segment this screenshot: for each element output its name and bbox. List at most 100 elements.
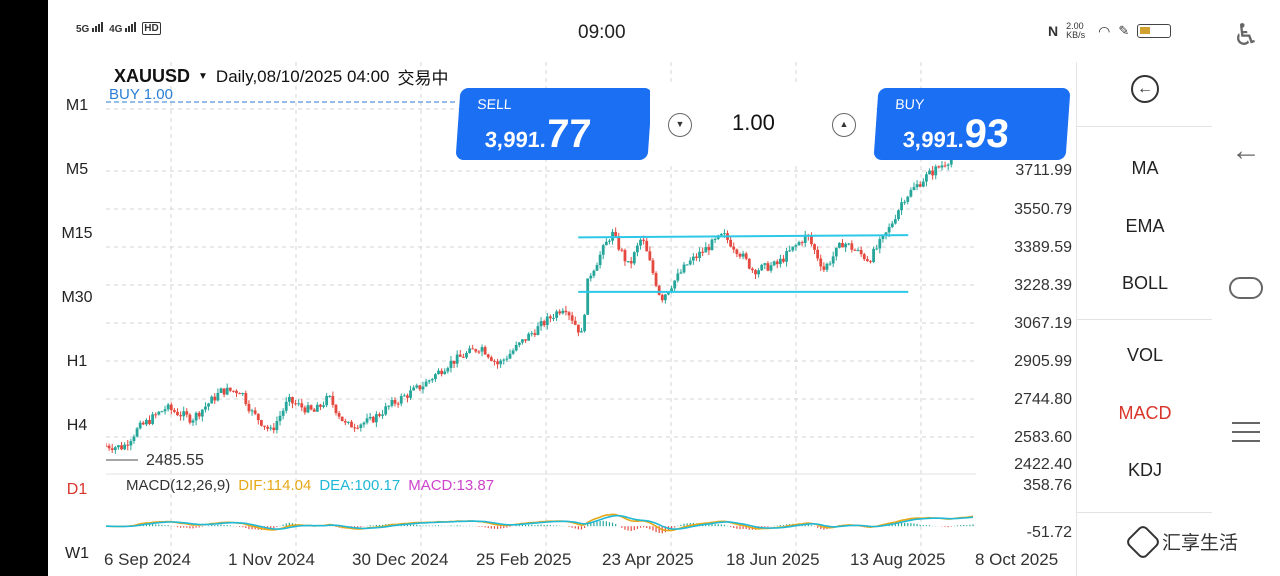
candle-body [909, 189, 913, 197]
buy-button[interactable]: BUY 3,991.93 [873, 88, 1071, 160]
candle-body [629, 261, 633, 264]
candle-body [862, 254, 866, 260]
price-axis-label: 3067.19 [1014, 315, 1072, 332]
candle-body [937, 166, 941, 168]
candle-body [859, 249, 863, 255]
candle-body [390, 399, 394, 406]
sell-button[interactable]: SELL 3,991.77 [455, 88, 653, 160]
timeframe-h4[interactable]: H4 [66, 417, 88, 434]
price-axis-label: 3228.39 [1014, 277, 1072, 294]
candle-body [536, 326, 540, 335]
price-axis-label: 2744.80 [1014, 391, 1072, 408]
arrow-left-circle-icon[interactable]: ← [1131, 75, 1159, 103]
candle-body [315, 404, 319, 412]
candle-body [797, 242, 801, 246]
date-axis-label: 30 Dec 2024 [352, 550, 449, 569]
nfc-icon: N [1048, 23, 1059, 39]
candle-body [312, 409, 316, 412]
candle-body [368, 416, 372, 419]
candle-body [176, 411, 179, 416]
chevron-up-icon[interactable]: ▲ [832, 113, 856, 137]
symbol-selector[interactable]: XAUUSD [114, 66, 191, 86]
candle-body [816, 249, 820, 259]
timeframe-d1[interactable]: D1 [66, 481, 88, 498]
candle-body [570, 315, 574, 321]
indicator-vol[interactable]: VOL [1126, 345, 1164, 365]
candle-body [409, 390, 412, 398]
quantity-value[interactable]: 1.00 [732, 110, 775, 135]
candle-body [443, 371, 447, 375]
candle-body [623, 250, 627, 262]
candle-body [741, 253, 745, 257]
candle-body [213, 396, 217, 401]
candle-body [940, 165, 944, 168]
candle-body [418, 385, 422, 390]
indicator-macd[interactable]: MACD [1118, 403, 1172, 423]
candle-body [586, 278, 590, 315]
timeframe-m1[interactable]: M1 [65, 97, 89, 114]
candle-body [825, 263, 829, 270]
battery-icon [1137, 24, 1172, 38]
timeframe-m30[interactable]: M30 [61, 289, 93, 306]
candle-body [157, 411, 161, 415]
recent-apps-icon[interactable] [1232, 422, 1260, 449]
date-axis-label: 6 Sep 2024 [104, 550, 191, 569]
candle-body [117, 445, 120, 448]
timeframe-m15[interactable]: M15 [61, 225, 93, 242]
chevron-down-icon[interactable]: ▼ [668, 113, 692, 137]
candle-body [331, 395, 335, 405]
candle-body [735, 249, 739, 255]
candle-body [393, 399, 397, 404]
caret-down-icon[interactable]: ▼ [198, 71, 208, 82]
timeframe-h1[interactable]: H1 [66, 353, 88, 370]
candle-body [374, 414, 378, 423]
candle-body [822, 266, 826, 270]
candle-body [300, 403, 304, 408]
candle-body [853, 249, 857, 251]
candle-body [757, 270, 761, 275]
indicator-kdj[interactable]: KDJ [1127, 460, 1162, 480]
candle-body [185, 411, 189, 415]
chart-area[interactable]: XAUUSD ▼ Daily,08/10/2025 04:00 交易中 BUY … [104, 62, 1076, 576]
candlesticks [106, 110, 975, 454]
candle-body [337, 413, 341, 417]
candle-body [247, 403, 251, 412]
candle-body [834, 247, 838, 257]
candle-body [356, 427, 360, 429]
candle-body [474, 349, 478, 352]
candle-body [555, 311, 559, 318]
signal-4g-icon: 4G [109, 22, 137, 35]
candle-body [918, 184, 922, 187]
candle-body [676, 273, 680, 281]
candle-body [567, 312, 571, 316]
candle-body [343, 421, 347, 423]
candle-body [778, 258, 782, 265]
trade-panel: SELL 3,991.77 ▼ 1.00 ▲ BUY 3,991.93 [455, 86, 1071, 162]
candle-body [502, 359, 506, 361]
candle-body [583, 314, 586, 332]
candle-body [144, 419, 148, 425]
candle-body [679, 272, 683, 274]
home-pill-icon[interactable] [1229, 277, 1263, 299]
candle-body [384, 406, 388, 415]
candle-body [449, 360, 453, 369]
candle-body [378, 414, 381, 416]
macd-dea-line [106, 514, 974, 530]
accessibility-icon[interactable]: ♿ [1232, 19, 1260, 52]
candle-body [461, 356, 465, 358]
indicator-ema[interactable]: EMA [1125, 216, 1165, 236]
timeframe-m5[interactable]: M5 [65, 161, 89, 178]
candle-body [328, 395, 332, 397]
candle-body [319, 404, 322, 407]
candle-body [850, 243, 854, 250]
indicator-boll[interactable]: BOLL [1121, 273, 1169, 293]
timeframe-w1[interactable]: W1 [65, 545, 89, 562]
back-arrow-icon[interactable]: ← [1231, 134, 1261, 167]
candle-body [791, 246, 795, 251]
candle-body [542, 321, 546, 326]
indicator-ma[interactable]: MA [1131, 158, 1159, 178]
candle-body [505, 358, 509, 360]
candle-body [698, 251, 701, 258]
candle-body [682, 264, 686, 273]
candle-body [284, 401, 288, 411]
